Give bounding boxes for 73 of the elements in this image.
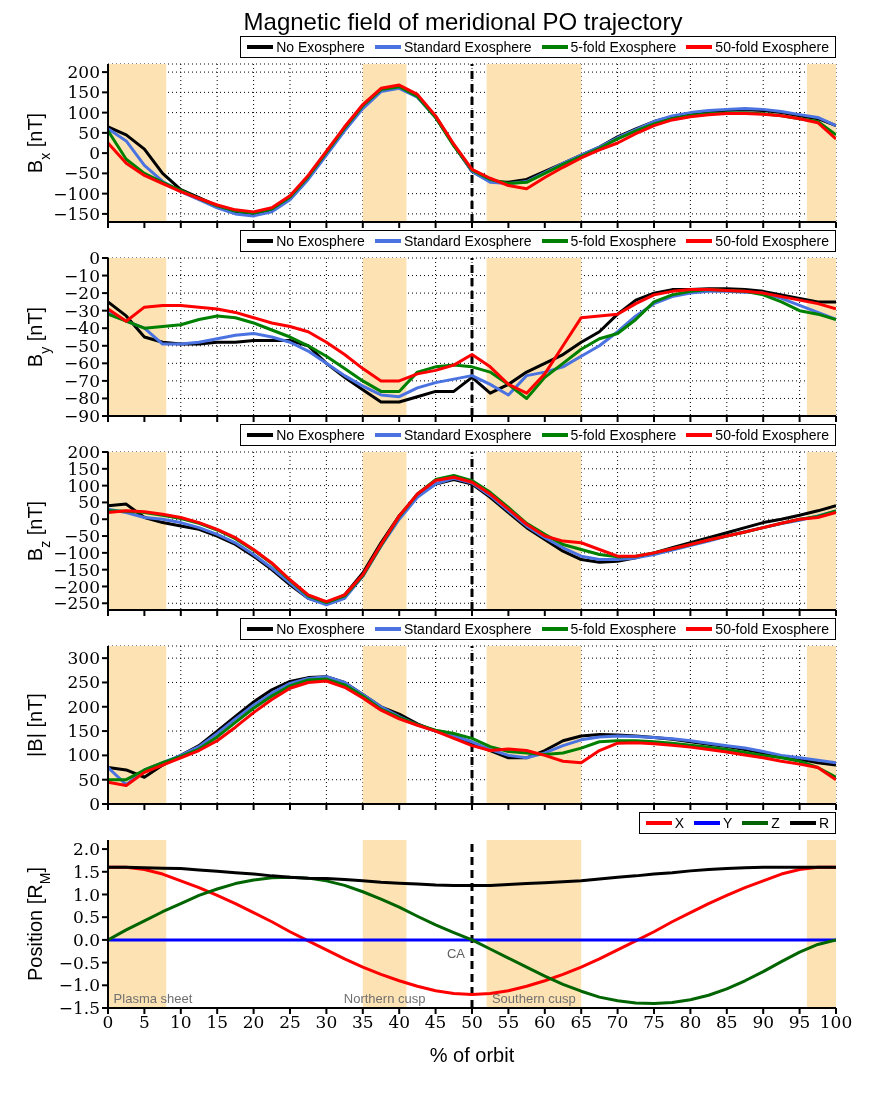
x-tick-label: 90 [752,1012,775,1033]
x-tick-label: 20 [242,1012,265,1033]
legend-label: 50-fold Exosphere [715,233,829,249]
legend-label: Standard Exosphere [403,427,532,443]
y-tick-label: −80 [64,388,100,409]
legend-label: No Exosphere [276,39,365,55]
x-axis-title: % of orbit [429,1044,515,1066]
legend-label: 5-fold Exosphere [570,39,677,55]
y-tick-label: 100 [67,102,100,123]
x-tick-label: 0 [102,1012,114,1033]
legend-label: R [818,815,829,831]
y-tick-label: 150 [67,82,100,103]
chart-title: Magnetic field of meridional PO trajectory [242,8,684,36]
legend-label: 5-fold Exosphere [570,427,677,443]
y-tick-label: 0.5 [72,907,100,928]
legend-label: 5-fold Exosphere [570,621,677,637]
x-tick-label: 80 [679,1012,702,1033]
y-tick-label: 0.0 [72,929,100,950]
legend-label: Z [771,815,780,831]
x-tick-label: 95 [788,1012,811,1033]
legend-label: 50-fold Exosphere [715,427,829,443]
y-tick-label: 2.0 [72,839,100,860]
x-tick-label: 25 [279,1012,301,1033]
x-tick-label: 75 [643,1012,665,1033]
x-tick-label: 50 [461,1012,483,1033]
band-label: Plasma sheet [113,991,193,1006]
y-tick-label: −150 [53,203,100,224]
band-label: Southern cusp [491,991,576,1006]
x-tick-label: 60 [533,1012,556,1033]
y-tick-label: 200 [67,62,100,83]
y-axis-title: |B| [nT] [24,693,46,757]
y-tick-label: 1.5 [72,861,100,882]
x-tick-label: 55 [497,1012,520,1033]
y-tick-label: 0 [89,143,100,164]
x-tick-label: 5 [138,1012,150,1033]
legend-label: No Exosphere [276,233,365,249]
x-tick-label: 65 [570,1012,593,1033]
x-tick-label: 15 [206,1012,229,1033]
y-tick-label: 0 [89,794,100,815]
legend-label: Standard Exosphere [403,233,532,249]
x-tick-label: 70 [606,1012,629,1033]
x-tick-label: 40 [388,1012,411,1033]
y-tick-label: 50 [78,769,100,790]
y-tick-label: 1.0 [72,884,100,905]
legend-label: 50-fold Exosphere [715,621,829,637]
y-tick-label: −100 [53,183,100,204]
legend-label: 50-fold Exosphere [715,39,829,55]
y-tick-label: −1.5 [58,998,100,1019]
band-label: Northern cusp [343,991,426,1006]
y-tick-label: 300 [67,648,100,669]
y-tick-label: −1.0 [58,975,100,996]
legend-label: Standard Exosphere [403,621,532,637]
ref-line-label: CA [446,945,466,961]
y-tick-label: −50 [64,163,100,184]
x-tick-label: 35 [351,1012,374,1033]
y-tick-label: 200 [67,696,100,717]
x-tick-label: 45 [424,1012,447,1033]
y-tick-label: 150 [67,721,100,742]
x-tick-label: 30 [315,1012,338,1033]
y-tick-label: 250 [67,672,100,693]
y-tick-label: 100 [67,745,100,766]
legend-label: Y [722,815,733,831]
y-tick-label: −90 [64,406,100,427]
x-tick-label: 10 [169,1012,192,1033]
y-tick-label: −0.5 [58,952,100,973]
y-tick-label: 50 [78,122,100,143]
legend-label: No Exosphere [276,427,365,443]
x-tick-label: 100 [819,1012,853,1033]
legend-label: X [674,815,684,831]
legend-label: Standard Exosphere [403,39,532,55]
legend-label: 5-fold Exosphere [570,233,677,249]
legend-label: No Exosphere [276,621,365,637]
x-tick-label: 85 [715,1012,738,1033]
